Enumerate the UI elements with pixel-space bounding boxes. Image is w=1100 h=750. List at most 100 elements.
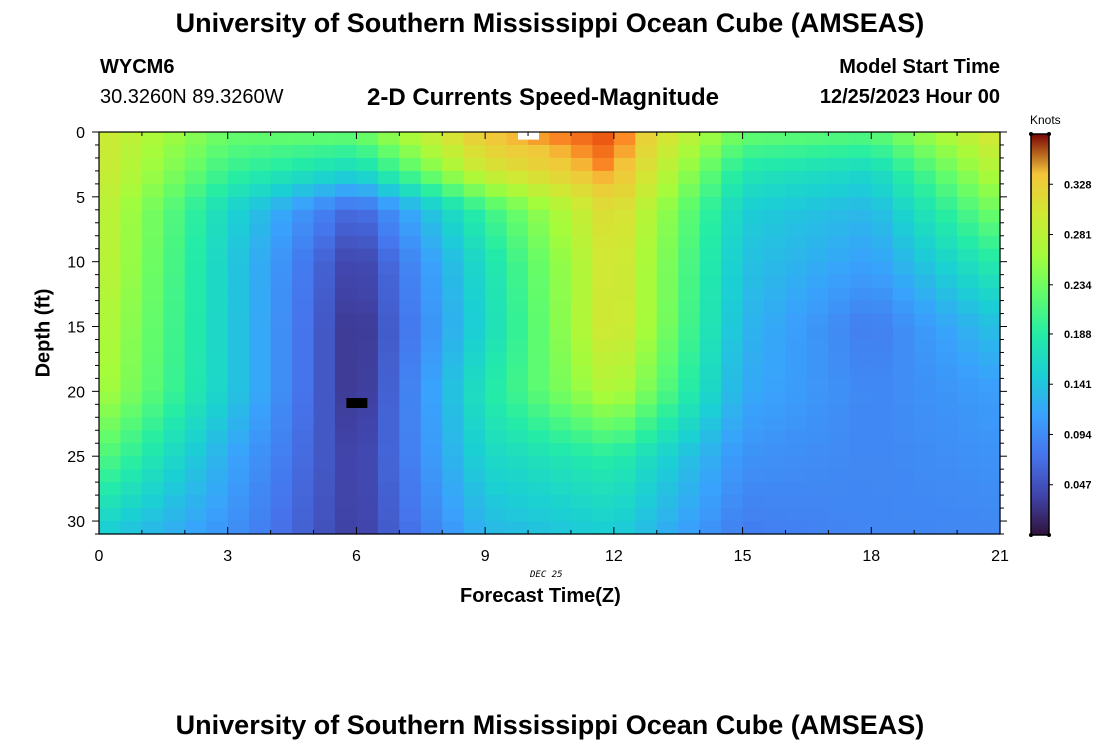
heat-cell bbox=[356, 313, 379, 328]
heat-cell bbox=[399, 521, 422, 535]
heat-cell bbox=[442, 378, 465, 392]
heat-cell bbox=[292, 183, 315, 198]
heat-cell bbox=[742, 287, 765, 302]
heat-cell bbox=[635, 417, 658, 431]
heat-cell bbox=[764, 248, 787, 263]
heat-cell bbox=[678, 170, 701, 185]
heat-cell bbox=[184, 157, 207, 172]
heat-cell bbox=[420, 417, 443, 431]
heat-cell bbox=[785, 508, 808, 522]
heat-cell bbox=[485, 235, 508, 250]
heat-cell bbox=[613, 274, 636, 289]
heat-cell bbox=[935, 183, 958, 198]
heat-cell bbox=[420, 157, 443, 172]
heat-cell bbox=[871, 365, 894, 379]
heat-cell bbox=[871, 235, 894, 250]
heat-cell bbox=[785, 469, 808, 483]
heat-cell bbox=[399, 495, 422, 509]
heat-cell bbox=[914, 248, 937, 263]
heat-cell bbox=[163, 274, 186, 289]
heat-cell bbox=[292, 352, 315, 367]
heat-cell bbox=[442, 300, 465, 315]
heat-cell bbox=[270, 300, 293, 315]
heat-cell bbox=[699, 261, 722, 276]
heat-cell bbox=[334, 157, 358, 172]
heat-cell bbox=[463, 209, 486, 224]
heat-cell bbox=[377, 209, 400, 224]
heat-cell bbox=[935, 378, 958, 392]
x-axis-title: Forecast Time(Z) bbox=[460, 585, 621, 607]
heat-cell bbox=[828, 339, 851, 354]
heat-cell bbox=[914, 508, 937, 522]
heat-cell bbox=[806, 352, 829, 367]
heat-cell bbox=[635, 365, 658, 379]
heat-cell bbox=[292, 443, 315, 457]
heat-cell bbox=[613, 287, 636, 302]
heat-cell bbox=[163, 521, 186, 535]
heat-cell bbox=[785, 196, 808, 211]
heat-cell bbox=[871, 456, 894, 470]
heat-cell bbox=[957, 495, 980, 509]
heat-cell bbox=[206, 183, 229, 198]
colorbar-tick-label: 0.328 bbox=[1064, 179, 1092, 191]
heat-cell bbox=[764, 365, 787, 379]
heat-cell bbox=[249, 170, 272, 185]
heat-cell bbox=[721, 300, 744, 315]
heat-cell bbox=[699, 326, 722, 341]
colorbar-cap bbox=[1029, 132, 1033, 136]
heat-cell bbox=[656, 495, 679, 509]
heat-cell bbox=[528, 352, 551, 367]
heat-cell bbox=[742, 404, 765, 418]
heat-cell bbox=[549, 287, 572, 302]
plot-frame bbox=[98, 131, 1001, 535]
heat-cell bbox=[914, 521, 937, 535]
heat-cell bbox=[592, 365, 615, 379]
heat-cell bbox=[141, 300, 164, 315]
heat-cell bbox=[871, 417, 894, 431]
heat-cell bbox=[227, 365, 250, 379]
heat-cell bbox=[356, 170, 379, 185]
heat-cell bbox=[635, 248, 658, 263]
heat-cell bbox=[184, 339, 207, 354]
heat-cell bbox=[399, 508, 422, 522]
heat-cell bbox=[485, 456, 508, 470]
heat-cell bbox=[485, 222, 508, 237]
heat-cell bbox=[721, 521, 744, 535]
heat-cell bbox=[721, 365, 744, 379]
heat-cell bbox=[420, 183, 443, 198]
heat-cell bbox=[656, 209, 679, 224]
heat-cell bbox=[163, 378, 186, 392]
heat-cell bbox=[420, 222, 443, 237]
heat-cell bbox=[420, 300, 443, 315]
heat-cell bbox=[957, 508, 980, 522]
heat-cell bbox=[442, 469, 465, 483]
heat-cell bbox=[957, 469, 980, 483]
heat-cell bbox=[356, 132, 379, 146]
heat-cell bbox=[871, 248, 894, 263]
heat-cell bbox=[678, 300, 701, 315]
heat-cell bbox=[334, 222, 358, 237]
heat-cell bbox=[420, 313, 443, 328]
heat-cell bbox=[99, 404, 122, 418]
heat-cell bbox=[506, 352, 529, 367]
heat-cell bbox=[485, 404, 508, 418]
heat-cell bbox=[249, 365, 272, 379]
heat-cell bbox=[914, 261, 937, 276]
colorbar-tick-label: 0.047 bbox=[1064, 480, 1092, 492]
heat-cell bbox=[249, 417, 272, 431]
heat-cell bbox=[849, 352, 872, 367]
heat-cell bbox=[613, 508, 636, 522]
heat-cell bbox=[742, 248, 765, 263]
heat-cell bbox=[592, 430, 615, 444]
heat-cell bbox=[699, 235, 722, 250]
heat-cell bbox=[463, 326, 486, 341]
heat-cell bbox=[377, 495, 400, 509]
heat-cell bbox=[721, 326, 744, 341]
heat-cell bbox=[120, 339, 143, 354]
heat-cell bbox=[163, 352, 186, 367]
heat-cell bbox=[764, 222, 787, 237]
x-tick-label: 21 bbox=[991, 548, 1009, 565]
heat-cell bbox=[635, 144, 658, 159]
heat-cell bbox=[957, 209, 980, 224]
